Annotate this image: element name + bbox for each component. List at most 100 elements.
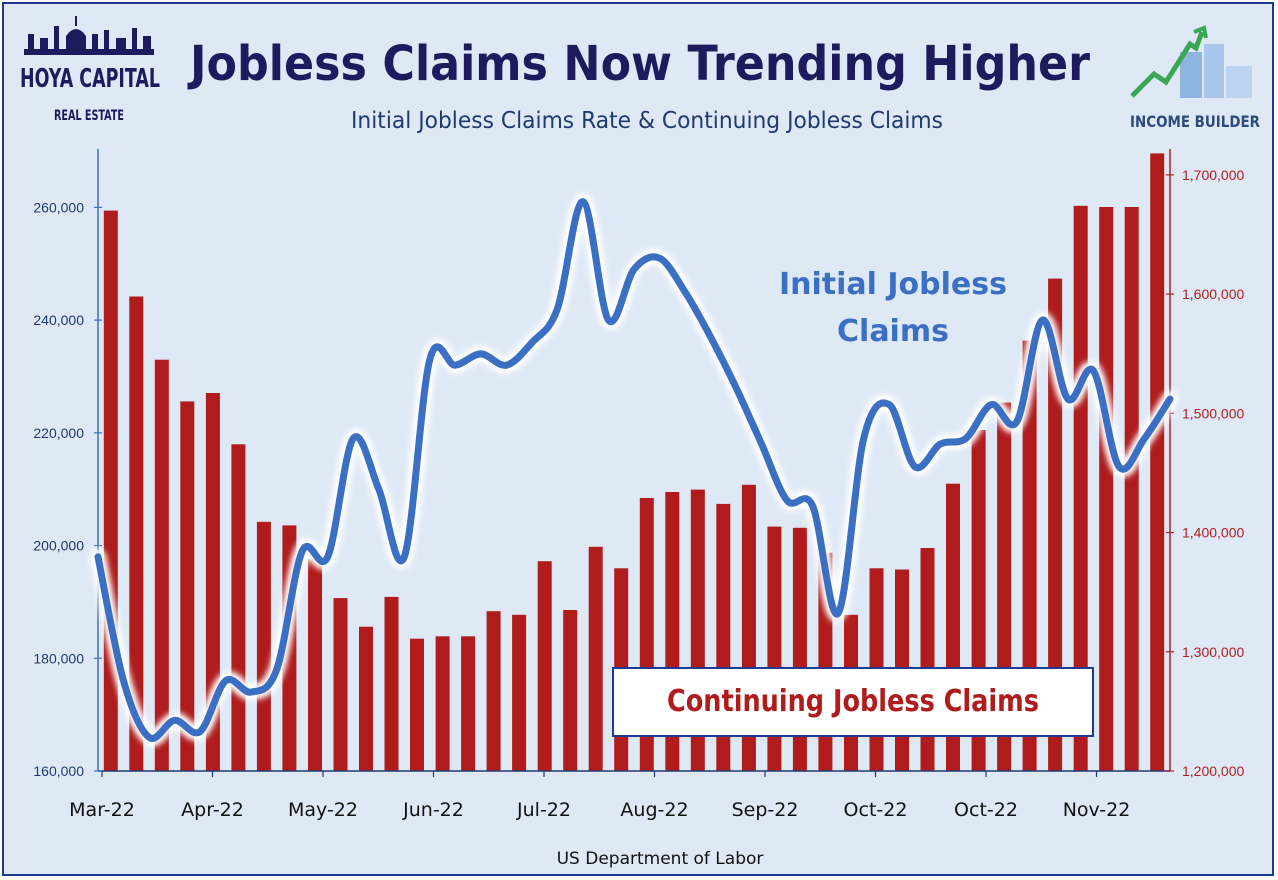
bar-continuing-claims (1124, 207, 1139, 771)
bar-continuing-claims (588, 546, 603, 771)
right-tick-label: 1,600,000 (1182, 286, 1244, 302)
bar-continuing-claims (333, 598, 348, 771)
bar-continuing-claims (308, 558, 322, 771)
x-tick-label: Oct-22 (844, 799, 908, 821)
bar-continuing-claims (129, 296, 144, 771)
initial-claims-point (250, 691, 252, 693)
initial-claims-point (863, 438, 865, 439)
initial-claims-point (684, 291, 686, 293)
initial-claims-point (1118, 466, 1120, 468)
initial-claims-point (659, 257, 660, 259)
x-tick-label: Jun-22 (402, 799, 464, 821)
x-tick-label: Jul-22 (516, 799, 571, 821)
bar-continuing-claims (205, 393, 220, 771)
initial-claims-point (914, 466, 916, 468)
initial-claims-point (1041, 319, 1043, 321)
initial-claims-point (633, 268, 635, 270)
initial-claims-point (531, 342, 533, 344)
bar-continuing-claims (154, 359, 169, 771)
x-tick-label: Oct-22 (954, 799, 1018, 821)
initial-claims-point (378, 488, 380, 490)
left-tick-label: 240,000 (33, 312, 84, 328)
initial-claims-point (608, 319, 609, 321)
continuing-claims-label-box: Continuing Jobless Claims (612, 667, 1094, 737)
right-tick-label: 1,500,000 (1182, 405, 1244, 421)
initial-claims-point (454, 364, 456, 366)
initial-claims-point (148, 736, 150, 738)
initial-claims-line (90, 193, 1178, 747)
hoya-capital-logo: HOYA CAPITAL REAL ESTATE (20, 16, 160, 124)
bar-continuing-claims (512, 614, 527, 771)
logo-left-line2: REAL ESTATE (54, 108, 124, 124)
x-tick-label: Mar-22 (69, 799, 135, 821)
left-tick-label: 200,000 (33, 538, 84, 554)
chart-canvas: HOYA CAPITAL REAL ESTATE INCOME BUILDER … (20, 16, 1260, 869)
bar-continuing-claims (1150, 153, 1165, 771)
initial-claims-point (276, 669, 278, 670)
bar-continuing-claims (537, 561, 552, 771)
chart-title: Jobless Claims Now Trending Higher (187, 36, 1090, 92)
initial-claims-point (1092, 370, 1094, 372)
bar-continuing-claims (180, 401, 195, 771)
bar-continuing-claims (256, 521, 271, 771)
x-tick-label: Aug-22 (620, 799, 688, 821)
left-tick-label: 180,000 (33, 650, 84, 666)
initial-claims-point (225, 680, 227, 682)
bar-continuing-claims (435, 636, 450, 771)
initial-claims-point (990, 404, 992, 406)
bar-continuing-claims (1048, 278, 1063, 771)
x-tick-label: May-22 (288, 799, 358, 821)
left-tick-label: 160,000 (33, 763, 84, 779)
initial-claims-point (123, 680, 124, 682)
initial-claims-label-line2: Claims (837, 314, 949, 349)
bar-continuing-claims (103, 210, 118, 772)
initial-claims-point (710, 336, 712, 338)
initial-claims-point (939, 443, 941, 445)
initial-claims-point (301, 550, 303, 552)
initial-claims-point (174, 719, 176, 721)
initial-claims-point (556, 308, 558, 310)
right-tick-label: 1,300,000 (1182, 644, 1244, 660)
left-tick-label: 260,000 (33, 199, 84, 215)
initial-claims-point (505, 364, 507, 366)
initial-claims-point (735, 387, 737, 389)
initial-claims-point (352, 438, 354, 439)
bar-continuing-claims (486, 611, 501, 771)
initial-claims-point (97, 556, 99, 558)
bar-continuing-claims (384, 596, 399, 771)
continuing-claims-label: Continuing Jobless Claims (667, 684, 1039, 719)
right-tick-label: 1,200,000 (1182, 763, 1244, 779)
initial-claims-point (761, 443, 763, 445)
bar-continuing-claims (359, 626, 373, 771)
income-builder-logo: INCOME BUILDER (1130, 25, 1260, 131)
bar-continuing-claims (231, 444, 246, 771)
bar-continuing-claims (1073, 205, 1088, 772)
initial-claims-point (1016, 421, 1018, 422)
logo-right-text: INCOME BUILDER (1130, 112, 1260, 131)
left-tick-label: 220,000 (33, 425, 84, 441)
initial-claims-point (837, 612, 839, 614)
initial-claims-point (786, 500, 788, 501)
initial-claims-point (480, 353, 482, 355)
initial-claims-point (1169, 398, 1171, 400)
x-tick-label: Sep-22 (732, 799, 799, 821)
initial-claims-point (1067, 398, 1069, 400)
initial-claims-point (888, 404, 890, 406)
bar-continuing-claims (920, 548, 935, 771)
bar-continuing-claims (1099, 207, 1114, 771)
initial-claims-point (429, 359, 431, 360)
x-tick-label: Apr-22 (181, 799, 244, 821)
x-tick-label: Nov-22 (1063, 799, 1131, 821)
initial-claims-label-line1: Initial Jobless (779, 267, 1007, 302)
rising-buildings-icon (1130, 25, 1252, 98)
initial-claims-point (965, 438, 967, 439)
bar-continuing-claims (410, 638, 424, 771)
skyline-icon (24, 16, 154, 55)
initial-claims-point (199, 731, 201, 732)
logo-left-line1: HOYA CAPITAL (20, 64, 160, 94)
right-tick-label: 1,700,000 (1182, 167, 1244, 183)
initial-claims-point (403, 556, 405, 558)
initial-claims-point (812, 505, 814, 507)
bar-continuing-claims (563, 610, 578, 771)
